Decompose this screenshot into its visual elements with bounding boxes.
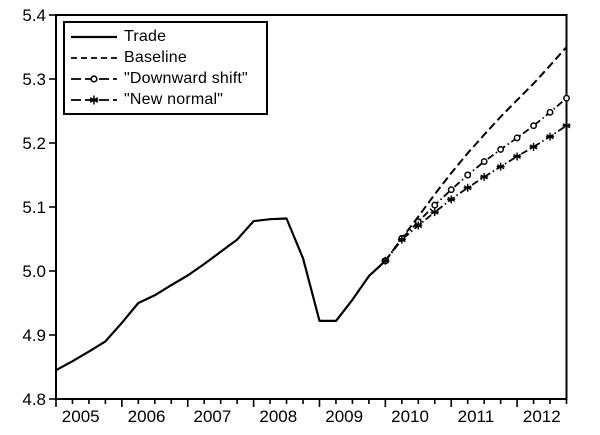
x-tick-label: 2006 [128,407,166,426]
legend-label-baseline: Baseline [124,49,187,66]
circle-marker [530,122,538,130]
asterisk-marker [463,183,472,192]
circle-marker [447,186,455,194]
legend-item-trade: Trade [70,26,266,47]
legend-sample-dashed-line [71,56,117,59]
series-line-downwardshift [384,97,568,262]
asterisk-marker [496,162,505,171]
asterisk-marker [513,152,522,161]
asterisk-marker [381,256,390,265]
series-line-trade [55,217,387,372]
x-tick-label: 2011 [458,407,495,426]
legend-item-baseline: Baseline [70,47,266,68]
x-tick-label: 2012 [523,407,561,426]
x-tick-label: 2005 [62,407,100,426]
legend-sample-circle-marker-line [71,74,117,83]
legend: Trade Baseline "Downward shift" "New nor… [63,21,268,115]
legend-label-new-normal: "New normal" [124,91,224,108]
asterisk-marker [529,142,538,151]
circle-marker [431,201,439,209]
circle-marker [546,108,554,116]
asterisk-marker [397,235,406,244]
legend-item-downward-shift: "Downward shift" [70,68,266,89]
legend-sample-solid-line [71,35,117,38]
y-tick-label: 5.4 [22,6,46,25]
circle-marker [497,145,505,153]
asterisk-marker [414,221,423,230]
x-tick-label: 2007 [194,407,232,426]
y-tick-label: 5.1 [22,198,46,217]
x-tick-label: 2008 [259,407,297,426]
circle-marker [563,94,570,102]
circle-marker [480,158,488,166]
series-line-newnormal [384,124,567,262]
y-tick-label: 5.3 [22,70,46,89]
x-tick-label: 2010 [391,407,429,426]
legend-item-new-normal: "New normal" [70,89,266,110]
legend-label-downward-shift: "Downward shift" [124,70,248,87]
series-line-baseline [384,46,568,262]
circle-marker [513,134,521,142]
y-tick-label: 5.0 [22,262,46,281]
legend-sample-asterisk-marker-line [71,95,117,104]
asterisk-marker [480,172,489,181]
circle-marker [464,171,472,179]
asterisk-marker [447,195,456,204]
legend-label-trade: Trade [124,28,167,45]
asterisk-marker [430,208,439,217]
x-tick-label: 2009 [325,407,363,426]
asterisk-marker [562,121,571,130]
y-tick-label: 4.8 [22,390,46,409]
y-tick-label: 4.9 [22,326,46,345]
asterisk-marker [546,132,555,141]
y-tick-label: 5.2 [22,134,46,153]
